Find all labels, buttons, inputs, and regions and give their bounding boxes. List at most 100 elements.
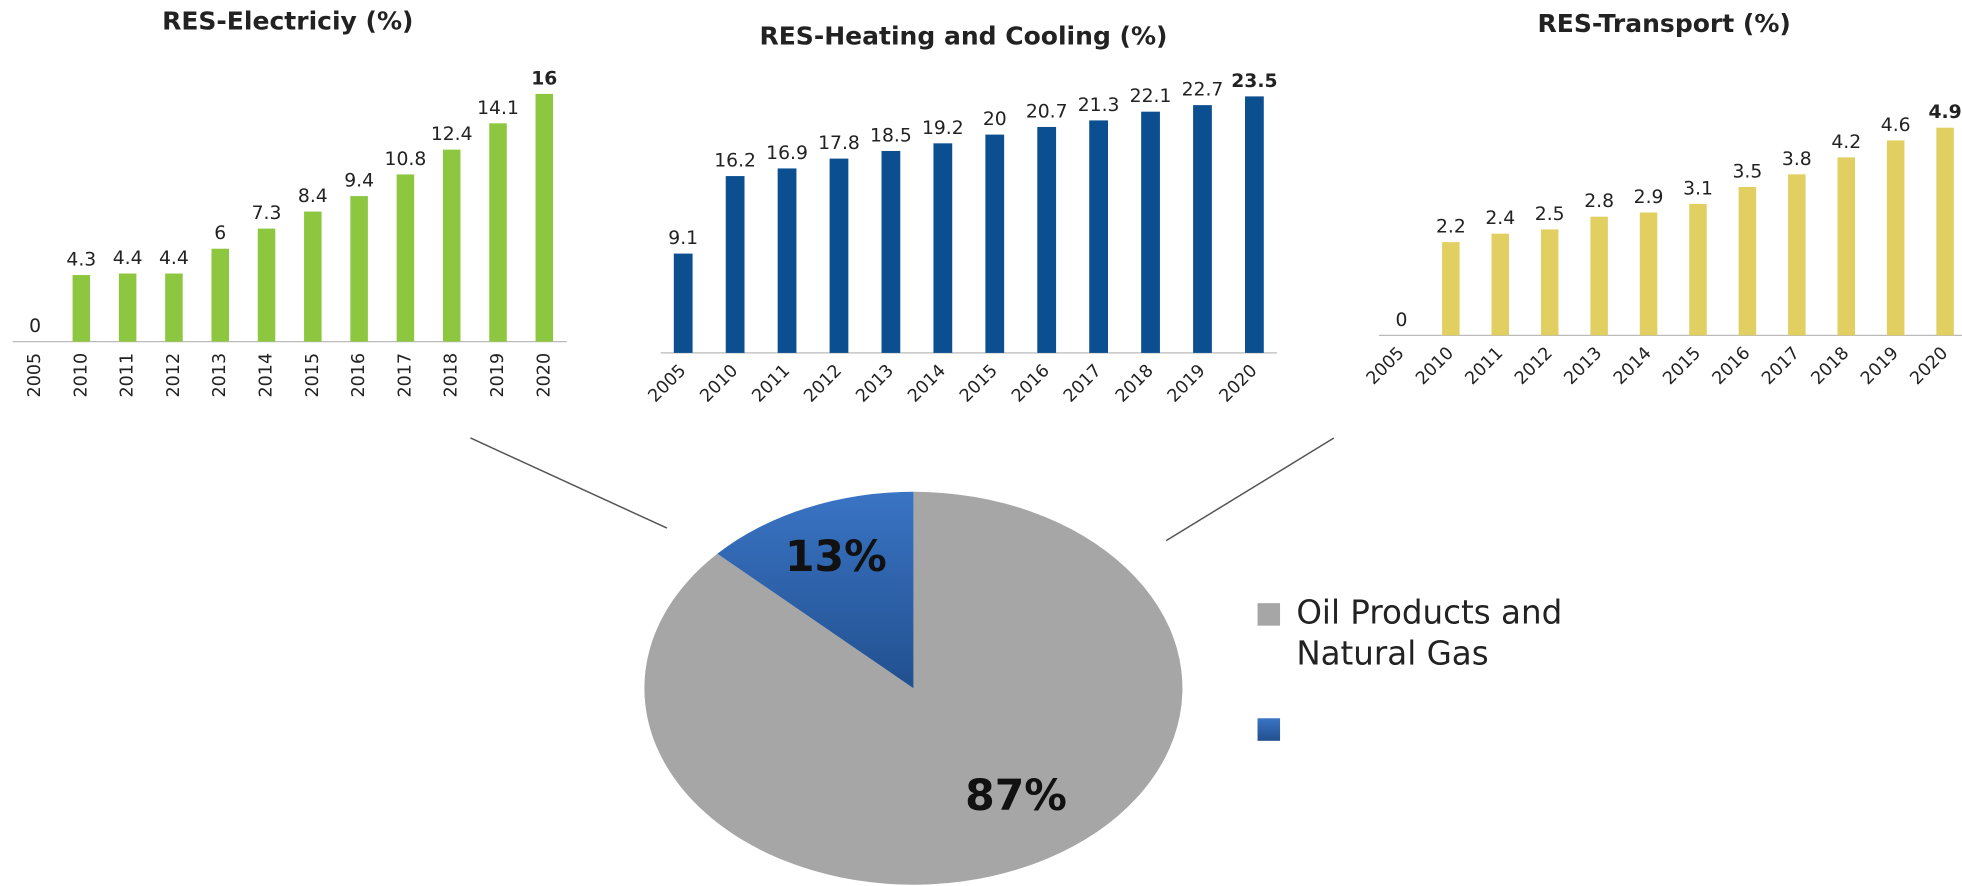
x-tick-label: 2013 bbox=[852, 361, 898, 407]
data-label: 16.9 bbox=[766, 143, 808, 164]
data-label: 3.1 bbox=[1683, 178, 1713, 199]
data-label: 22.1 bbox=[1130, 86, 1172, 107]
bar bbox=[933, 143, 953, 353]
data-label: 21.3 bbox=[1078, 95, 1120, 116]
legend-swatch bbox=[1257, 718, 1281, 741]
x-tick-label: 2011 bbox=[118, 353, 138, 398]
data-label: 6 bbox=[214, 223, 226, 244]
data-label: 2.9 bbox=[1634, 187, 1664, 208]
x-tick-label: 2020 bbox=[1216, 361, 1262, 407]
x-tick-label: 2010 bbox=[1412, 343, 1458, 389]
bar bbox=[1837, 157, 1856, 336]
data-label: 14.1 bbox=[477, 98, 519, 119]
bar bbox=[1590, 216, 1608, 336]
x-tick-label: 2014 bbox=[257, 353, 277, 398]
x-tick-label: 2005 bbox=[1363, 343, 1409, 389]
x-tick-label: 2011 bbox=[1462, 343, 1508, 389]
data-label: 7.3 bbox=[252, 203, 282, 224]
x-tick-label: 2020 bbox=[534, 353, 554, 398]
data-label: 8.4 bbox=[298, 186, 328, 207]
bar bbox=[1245, 96, 1264, 353]
data-label: 17.8 bbox=[818, 133, 860, 154]
bar bbox=[72, 275, 91, 342]
bar bbox=[1689, 203, 1707, 336]
data-label: 4.4 bbox=[159, 248, 189, 269]
pie-slice bbox=[644, 491, 1183, 885]
x-tick-label: 2011 bbox=[748, 361, 794, 407]
x-tick-label: 2010 bbox=[71, 353, 91, 398]
data-label: 20 bbox=[983, 109, 1007, 130]
data-label: 16 bbox=[531, 68, 557, 89]
bar bbox=[211, 248, 229, 342]
x-tick-label: 2012 bbox=[164, 353, 184, 398]
bar bbox=[1491, 233, 1510, 336]
data-label: 9.1 bbox=[668, 228, 698, 249]
x-tick-label: 2012 bbox=[1511, 343, 1557, 389]
bar bbox=[829, 158, 849, 353]
bar bbox=[725, 176, 745, 353]
bar bbox=[1936, 127, 1954, 336]
data-label: 10.8 bbox=[385, 149, 427, 170]
x-tick-label: 2013 bbox=[210, 353, 230, 398]
data-label: 2.5 bbox=[1535, 204, 1565, 225]
bar bbox=[165, 273, 183, 342]
chart-title: RES-Heating and Cooling (%) bbox=[759, 22, 1167, 51]
data-label: 3.8 bbox=[1782, 149, 1812, 170]
bar bbox=[1639, 212, 1658, 336]
bar bbox=[1089, 120, 1109, 353]
x-tick-label: 2012 bbox=[800, 361, 846, 407]
data-label: 4.3 bbox=[66, 250, 96, 271]
bar bbox=[535, 93, 554, 342]
x-tick-label: 2015 bbox=[956, 361, 1002, 407]
bar bbox=[396, 174, 415, 342]
legend-label: Oil Products and Natural Gas bbox=[1296, 593, 1562, 672]
x-tick-label: 2010 bbox=[697, 361, 743, 407]
slice-label: 13% bbox=[785, 533, 887, 582]
data-label: 4.2 bbox=[1831, 132, 1861, 153]
bar bbox=[118, 273, 137, 342]
x-tick-label: 2018 bbox=[1112, 361, 1158, 407]
bar bbox=[985, 134, 1005, 353]
x-tick-label: 2017 bbox=[1758, 343, 1804, 389]
x-tick-label: 2015 bbox=[303, 353, 323, 398]
x-tick-label: 2014 bbox=[1610, 343, 1656, 389]
bar bbox=[1193, 105, 1212, 353]
data-label: 20.7 bbox=[1026, 101, 1068, 122]
data-label: 18.5 bbox=[870, 125, 912, 146]
bar bbox=[1442, 242, 1460, 336]
data-label: 4.6 bbox=[1881, 115, 1911, 136]
slice-label: 87% bbox=[965, 772, 1067, 821]
data-label: 19.2 bbox=[922, 118, 964, 139]
bar bbox=[1141, 111, 1160, 353]
chart-title: RES-Transport (%) bbox=[1538, 9, 1791, 38]
x-tick-label: 2019 bbox=[488, 353, 508, 398]
data-label: 9.4 bbox=[344, 171, 374, 192]
x-tick-label: 2005 bbox=[25, 353, 45, 398]
bar bbox=[673, 253, 693, 353]
bar bbox=[442, 149, 461, 342]
bar bbox=[489, 123, 507, 342]
bar bbox=[1037, 126, 1057, 353]
data-label: 4.4 bbox=[113, 248, 143, 269]
bar bbox=[1788, 174, 1806, 336]
data-label: 4.9 bbox=[1928, 102, 1961, 123]
data-label: 0 bbox=[29, 316, 41, 337]
x-tick-label: 2013 bbox=[1561, 343, 1607, 389]
x-tick-label: 2019 bbox=[1164, 361, 1210, 407]
legend-line: Natural Gas bbox=[1296, 635, 1488, 673]
x-tick-label: 2014 bbox=[904, 361, 950, 407]
bar bbox=[1738, 187, 1757, 336]
bar bbox=[1886, 140, 1905, 336]
x-tick-label: 2019 bbox=[1857, 343, 1903, 389]
x-tick-label: 2016 bbox=[349, 353, 369, 398]
bar bbox=[777, 168, 797, 353]
x-tick-label: 2016 bbox=[1709, 343, 1755, 389]
connector bbox=[1165, 437, 1335, 542]
bar bbox=[350, 196, 368, 342]
data-label: 12.4 bbox=[431, 124, 473, 145]
data-label: 16.2 bbox=[714, 151, 756, 172]
x-tick-label: 2016 bbox=[1008, 361, 1054, 407]
data-label: 2.4 bbox=[1485, 208, 1515, 229]
x-tick-label: 2005 bbox=[645, 361, 691, 407]
